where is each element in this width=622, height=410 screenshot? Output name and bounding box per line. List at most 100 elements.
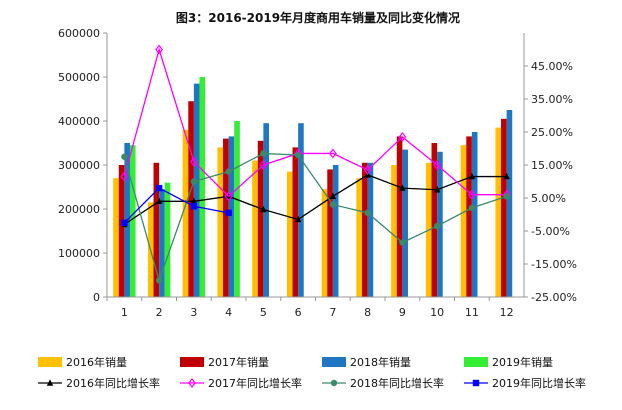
point-2018年同比增长率-4: [225, 168, 232, 175]
bar-2017年销量-6: [292, 147, 299, 297]
x-tick-label: 6: [295, 306, 302, 319]
bar-2017年销量-11: [466, 136, 472, 297]
point-2019年同比增长率-4: [225, 209, 232, 217]
point-2017年同比增长率-5: [259, 160, 268, 170]
left-tick-label: 300000: [58, 159, 100, 172]
point-2017年同比增长率-10: [433, 160, 442, 170]
point-2016年同比增长率-10: [433, 186, 441, 193]
bar-2017年销量-1: [118, 165, 125, 297]
bar-2016年销量-4: [217, 147, 224, 297]
line-2016年同比增长率: [124, 174, 507, 225]
point-2018年同比增长率-3: [190, 178, 198, 185]
x-tick-label: 12: [500, 306, 514, 319]
bar-2018年销量-9: [402, 149, 408, 297]
bar-2016年销量-12: [495, 127, 502, 297]
legend-label-2019年销量: 2019年销量: [492, 355, 553, 369]
point-2016年同比增长率-5: [260, 205, 267, 213]
bar-2017年销量-8: [362, 162, 368, 297]
legend-label-2016年同比增长率: 2016年同比增长率: [66, 376, 160, 390]
chart-title: 图3：2016-2019年月度商用车销量及同比变化情况: [176, 10, 460, 25]
right-tick-label: 15.00%: [531, 159, 573, 172]
right-tick-label: -5.00%: [531, 225, 570, 238]
legend-label-2016年销量: 2016年销量: [66, 355, 127, 369]
point-2018年同比增长率-11: [468, 204, 476, 212]
point-2018年同比增长率-8: [364, 209, 371, 217]
bar-2018年销量-2: [159, 189, 165, 297]
line-2019年同比增长率: [123, 187, 229, 224]
bar-2017年销量-12: [501, 118, 507, 297]
legend-label-2017年销量: 2017年销量: [208, 355, 269, 369]
left-tick-label: 600000: [58, 27, 100, 40]
right-tick-label: -25.00%: [531, 291, 577, 304]
point-2017年同比增长率-8: [363, 164, 372, 175]
point-2018年同比增长率-7: [329, 201, 337, 208]
legend-label-2018年同比增长率: 2018年同比增长率: [350, 376, 444, 390]
point-2016年同比增长率-6: [294, 215, 302, 223]
x-tick-label: 4: [225, 306, 232, 319]
bar-2017年销量-9: [396, 136, 403, 297]
legend-label-2018年销量: 2018年销量: [350, 355, 411, 369]
point-2018年同比增长率-6: [294, 151, 302, 159]
bar-2018年销量-4: [228, 136, 235, 297]
point-2016年同比增长率-11: [468, 172, 476, 180]
legend-label-2017年同比增长率: 2017年同比增长率: [208, 376, 302, 390]
left-tick-label: 100000: [58, 247, 100, 260]
left-tick-label: 500000: [58, 71, 100, 84]
point-2018年同比增长率-2: [155, 277, 163, 284]
x-tick-label: 2: [156, 306, 163, 319]
point-2018年同比增长率-12: [503, 193, 510, 200]
bar-2016年销量-11: [460, 145, 467, 297]
left-tick-label: 400000: [58, 115, 100, 128]
bar-2017年销量-2: [153, 162, 160, 297]
bar-2016年销量-3: [182, 129, 189, 297]
line-2018年同比增长率: [123, 152, 507, 283]
bar-2019年销量-2: [164, 182, 171, 297]
legend-swatch-2018年销量: [322, 357, 346, 367]
legend-marker-2016年同比增长率: [46, 379, 54, 386]
point-2019年同比增长率-2: [155, 184, 163, 192]
bar-2016年销量-9: [391, 165, 397, 297]
line-layer: [120, 44, 511, 284]
right-tick-label: 25.00%: [531, 126, 573, 139]
bar-2017年销量-10: [431, 143, 438, 297]
x-tick-label: 1: [121, 306, 128, 319]
right-tick-label: 5.00%: [531, 192, 566, 205]
bar-2018年销量-7: [332, 165, 339, 297]
bar-2017年销量-5: [257, 140, 264, 297]
point-2016年同比增长率-9: [399, 184, 406, 191]
legend-swatch-2017年销量: [180, 357, 204, 367]
point-2018年同比增长率-10: [433, 222, 441, 230]
right-tick-label: 35.00%: [531, 93, 573, 106]
point-2017年同比增长率-7: [328, 148, 337, 159]
bar-2019年销量-4: [234, 121, 240, 297]
x-tick-label: 9: [399, 306, 406, 319]
legend-marker-2018年同比增长率: [330, 379, 338, 387]
point-2018年同比增长率-9: [399, 239, 406, 246]
point-2018年同比增长率-5: [260, 150, 267, 157]
x-tick-label: 3: [190, 306, 197, 319]
x-tick-label: 7: [329, 306, 336, 319]
x-tick-label: 8: [364, 306, 371, 319]
legend-swatch-2016年销量: [38, 357, 62, 367]
bar-2016年销量-6: [286, 171, 293, 297]
point-2019年同比增长率-3: [190, 203, 198, 210]
point-2016年同比增长率-7: [329, 192, 337, 200]
bar-2019年销量-1: [129, 145, 136, 297]
right-tick-label: 45.00%: [531, 60, 573, 73]
legend-swatch-2019年销量: [464, 357, 488, 367]
line-2017年同比增长率: [123, 47, 507, 198]
bar-2016年销量-7: [321, 189, 328, 297]
point-2017年同比增长率-3: [189, 156, 198, 167]
bar-2018年销量-8: [367, 162, 374, 297]
left-tick-label: 0: [93, 291, 100, 304]
point-2017年同比增长率-11: [467, 189, 476, 200]
point-2018年同比增长率-1: [121, 153, 128, 160]
bar-2018年销量-11: [471, 132, 478, 297]
x-tick-label: 11: [465, 306, 479, 319]
bar-2018年销量-12: [506, 110, 513, 297]
bar-2018年销量-3: [193, 83, 200, 297]
bar-2019年销量-3: [199, 77, 206, 297]
point-2016年同比增长率-12: [503, 172, 510, 180]
bar-2016年销量-8: [356, 178, 363, 297]
